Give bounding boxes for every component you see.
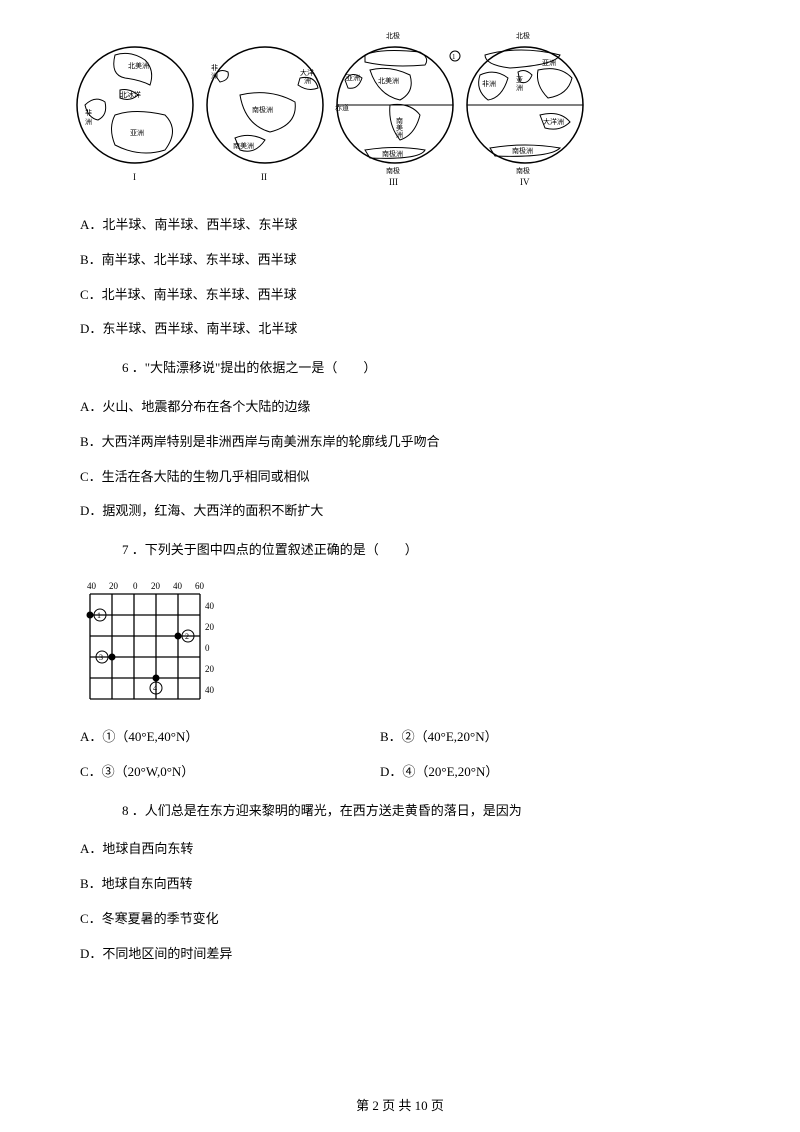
q5-option-c: C．北半球、南半球、东半球、西半球 (80, 285, 720, 306)
globe-1: 北美洲 北冰洋 非 洲 亚洲 I (77, 47, 193, 182)
q7-option-b: B．②（40°E,20°N） (380, 727, 498, 748)
q6-option-a: A．火山、地震都分布在各个大陆的边缘 (80, 397, 720, 418)
svg-text:1: 1 (452, 53, 456, 61)
svg-text:北极: 北极 (386, 31, 400, 40)
globe-1-roman: I (133, 172, 136, 182)
svg-text:北极: 北极 (516, 31, 530, 40)
q7-option-c: C．③（20°W,0°N） (80, 762, 380, 783)
globe-4-roman: IV (520, 177, 530, 187)
svg-text:北冰洋: 北冰洋 (120, 90, 141, 99)
svg-text:40: 40 (173, 581, 183, 591)
q5-option-d: D．东半球、西半球、南半球、北半球 (80, 319, 720, 340)
svg-text:20: 20 (109, 581, 119, 591)
svg-text:非: 非 (211, 63, 218, 72)
svg-text:洲: 洲 (85, 118, 92, 126)
q8-option-d: D．不同地区间的时间差异 (80, 944, 720, 965)
svg-text:亚洲: 亚洲 (346, 74, 360, 82)
svg-text:亚洲: 亚洲 (130, 129, 144, 137)
page-footer: 第 2 页 共 10 页 (0, 1095, 800, 1114)
globe-3-roman: III (389, 177, 398, 187)
q6-option-b: B．大西洋两岸特别是非洲西岸与南美洲东岸的轮廓线几乎吻合 (80, 432, 720, 453)
svg-text:洲: 洲 (211, 72, 218, 80)
q8-stem: 8 ．人们总是在东方迎来黎明的曙光，在西方送走黄昏的落日，是因为 (80, 801, 720, 822)
q7-stem: 7 ．下列关于图中四点的位置叙述正确的是（ ） (80, 540, 720, 561)
svg-text:0: 0 (133, 581, 138, 591)
svg-text:非: 非 (85, 108, 92, 117)
q7-option-d: D．④（20°E,20°N） (380, 762, 498, 783)
q8-option-b: B．地球自东向西转 (80, 874, 720, 895)
svg-text:洲: 洲 (396, 131, 403, 139)
globe-2-roman: II (261, 172, 267, 182)
svg-text:20: 20 (151, 581, 161, 591)
svg-text:洲: 洲 (304, 77, 311, 85)
svg-text:大洋洲: 大洋洲 (543, 117, 564, 126)
svg-text:3: 3 (99, 653, 103, 662)
svg-text:2: 2 (185, 632, 189, 641)
svg-text:南极洲: 南极洲 (382, 149, 403, 158)
coordinate-grid-figure: 40 20 0 20 40 60 40 20 0 20 40 (75, 579, 245, 709)
svg-text:亚洲: 亚洲 (542, 59, 556, 67)
svg-text:60: 60 (195, 581, 205, 591)
svg-text:南极: 南极 (386, 166, 400, 175)
svg-text:南极: 南极 (516, 166, 530, 175)
svg-text:南美洲: 南美洲 (233, 141, 254, 150)
q5-option-a: A．北半球、南半球、西半球、东半球 (80, 215, 720, 236)
globe-2: 非 洲 大洋 洲 南极洲 南美洲 II (207, 47, 323, 182)
svg-text:大洋: 大洋 (300, 68, 314, 77)
svg-text:1: 1 (97, 611, 101, 620)
four-globes-figure: 北美洲 北冰洋 非 洲 亚洲 I 非 洲 大洋 洲 南极洲 南美洲 II (70, 20, 590, 190)
svg-text:南极洲: 南极洲 (512, 146, 533, 155)
q6-stem: 6 ．"大陆漂移说"提出的依据之一是（ ） (80, 358, 720, 379)
svg-text:北美洲: 北美洲 (128, 61, 149, 70)
svg-text:4: 4 (153, 684, 157, 693)
q7-option-a: A．①（40°E,40°N） (80, 727, 380, 748)
svg-text:20: 20 (205, 664, 215, 674)
svg-text:20: 20 (205, 622, 215, 632)
svg-text:亚: 亚 (516, 76, 523, 84)
globe-4: 北极 亚洲 非洲 亚 洲 大洋洲 南极洲 南极 IV (467, 31, 583, 187)
q8-option-c: C．冬寒夏暑的季节变化 (80, 909, 720, 930)
q6-option-c: C．生活在各大陆的生物几乎相同或相似 (80, 467, 720, 488)
svg-text:赤道: 赤道 (335, 103, 349, 112)
q6-option-d: D．据观测，红海、大西洋的面积不断扩大 (80, 501, 720, 522)
q8-option-a: A．地球自西向东转 (80, 839, 720, 860)
q5-option-b: B．南半球、北半球、东半球、西半球 (80, 250, 720, 271)
svg-text:洲: 洲 (516, 84, 523, 92)
globe-3: 北极 亚洲 北美洲 赤道 南 美 洲 南极洲 南极 III (335, 31, 453, 187)
svg-text:40: 40 (205, 685, 215, 695)
svg-text:非洲: 非洲 (482, 79, 496, 88)
svg-text:南极洲: 南极洲 (252, 105, 273, 114)
svg-text:40: 40 (87, 581, 97, 591)
svg-text:北美洲: 北美洲 (378, 76, 399, 85)
svg-text:40: 40 (205, 601, 215, 611)
svg-text:0: 0 (205, 643, 210, 653)
